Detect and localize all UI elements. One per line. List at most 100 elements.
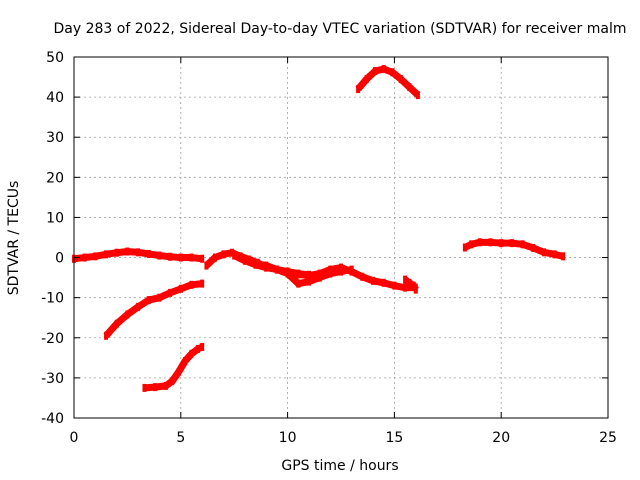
data-point: [177, 368, 181, 376]
data-point: [136, 248, 140, 256]
data-point: [243, 257, 247, 265]
grid: [74, 57, 608, 418]
data-point: [204, 262, 208, 270]
y-ticks: -40 -30 -20 -10 0 10 20 30 40 50: [41, 50, 608, 427]
data-point: [531, 244, 535, 252]
data-point: [222, 250, 226, 258]
data-point: [168, 289, 172, 297]
data-point: [189, 254, 193, 262]
data-point: [463, 244, 467, 252]
data-point: [407, 279, 411, 287]
data-point: [200, 343, 204, 351]
series-arc-10: [463, 238, 565, 260]
data-point: [371, 277, 375, 285]
data-point: [489, 238, 493, 246]
y-tick-label: 50: [46, 50, 64, 66]
series-arc-3: [142, 343, 204, 392]
data-point: [104, 250, 108, 258]
data-point: [286, 268, 290, 276]
x-tick-label: 20: [492, 430, 510, 446]
data-point: [125, 248, 129, 256]
data-point: [200, 280, 204, 288]
data-point: [390, 68, 394, 76]
x-tick-label: 10: [279, 430, 297, 446]
data-point: [275, 266, 279, 274]
series-arc-9: [356, 65, 420, 99]
data-point: [213, 254, 217, 262]
data-point: [264, 262, 268, 270]
data-point: [416, 91, 420, 99]
data-point: [179, 285, 183, 293]
data-point: [93, 252, 97, 260]
data-point: [392, 282, 396, 290]
y-tick-label: -10: [41, 291, 64, 307]
data-point: [104, 332, 108, 340]
data-point: [157, 252, 161, 260]
data-point: [382, 279, 386, 287]
data-point: [147, 250, 151, 258]
data-point: [196, 345, 200, 353]
data-point: [407, 83, 411, 91]
y-tick-label: -40: [41, 411, 64, 427]
data-point: [510, 239, 514, 247]
data-point: [232, 252, 236, 260]
data-point: [469, 240, 473, 248]
data-point: [542, 248, 546, 256]
data-point: [254, 260, 258, 268]
data-point: [164, 382, 168, 390]
data-point: [153, 383, 157, 391]
chart-title: Day 283 of 2022, Sidereal Day-to-day VTE…: [54, 21, 627, 37]
data-point: [200, 255, 204, 263]
y-tick-label: 20: [46, 170, 64, 186]
data-point: [307, 272, 311, 280]
y-axis-title: SDTVAR / TECUs: [6, 181, 22, 296]
data-point: [521, 240, 525, 248]
data-point: [499, 239, 503, 247]
y-tick-label: 30: [46, 130, 64, 146]
y-tick-label: 40: [46, 90, 64, 106]
data-point: [147, 296, 151, 304]
data-series: [72, 65, 565, 392]
data-point: [356, 85, 360, 93]
y-tick-label: 10: [46, 210, 64, 226]
data-point: [296, 280, 300, 288]
data-point: [136, 303, 140, 311]
data-point: [561, 252, 565, 260]
data-point: [115, 249, 119, 257]
data-point: [399, 75, 403, 83]
data-point: [365, 75, 369, 83]
y-tick-label: -20: [41, 331, 64, 347]
data-point: [328, 266, 332, 274]
data-point: [170, 377, 174, 385]
data-point: [157, 294, 161, 302]
plot-frame: [74, 57, 608, 418]
data-point: [339, 264, 343, 272]
data-point: [360, 273, 364, 281]
data-point: [83, 254, 87, 262]
data-point: [115, 320, 119, 328]
data-point: [373, 67, 377, 75]
x-tick-label: 25: [599, 430, 617, 446]
data-point: [189, 281, 193, 289]
x-tick-label: 5: [176, 430, 185, 446]
data-point: [318, 270, 322, 278]
data-point: [189, 350, 193, 358]
y-tick-label: -30: [41, 371, 64, 387]
y-tick-label: 0: [55, 251, 64, 267]
data-point: [142, 384, 146, 392]
data-point: [382, 65, 386, 73]
data-point: [414, 286, 418, 294]
x-tick-label: 0: [70, 430, 79, 446]
series-arc-2: [104, 280, 204, 340]
series-arc-7: [286, 264, 418, 292]
data-point: [125, 311, 129, 319]
sdtvar-chart: Day 283 of 2022, Sidereal Day-to-day VTE…: [0, 0, 640, 480]
data-point: [179, 254, 183, 262]
x-tick-label: 15: [385, 430, 403, 446]
x-axis-title: GPS time / hours: [281, 458, 398, 474]
data-point: [350, 268, 354, 276]
data-point: [168, 253, 172, 261]
data-point: [553, 250, 557, 258]
data-point: [403, 276, 407, 284]
series-line: [106, 284, 202, 336]
